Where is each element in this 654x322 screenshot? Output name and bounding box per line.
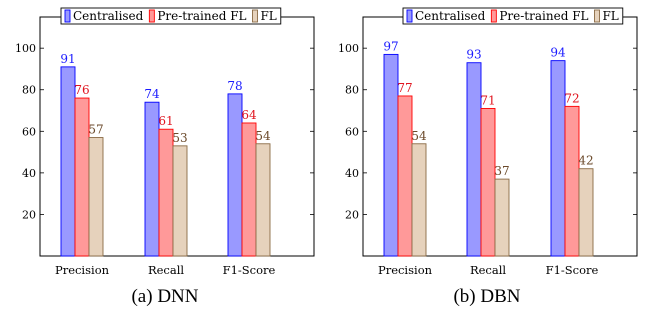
legend-swatch (406, 9, 413, 23)
legend-swatch (594, 9, 600, 23)
y-tick-label: 60 (345, 125, 359, 138)
x-tick-label: F1-Score (546, 263, 599, 277)
bar-value-label: 54 (255, 129, 271, 143)
bar-value-label: 74 (144, 87, 160, 101)
bar (255, 143, 271, 257)
bar-value-label: 54 (411, 129, 427, 143)
legend-swatch (490, 9, 497, 23)
y-tick-label: 80 (22, 84, 36, 97)
bar (227, 93, 243, 257)
legend-swatch (148, 9, 155, 23)
bar (158, 128, 174, 257)
x-tick-label: Precision (378, 263, 433, 277)
legend-label: Centralised (73, 9, 144, 23)
bar-value-label: 78 (227, 79, 242, 93)
caption-dbn: (b) DBN (453, 286, 521, 307)
bar-charts: 20 40 60 80 100 91 76 57 Precision 74 61 53 Recall 78… (15, 7, 638, 277)
bar-value-label: 91 (60, 52, 75, 66)
bar (397, 95, 413, 257)
legend-label: FL (260, 9, 276, 23)
x-tick-label: Recall (470, 263, 506, 277)
bar (578, 168, 594, 257)
bar-value-label: 57 (88, 123, 103, 137)
y-tick-label: 20 (22, 208, 36, 221)
bar-value-label: 77 (397, 81, 412, 95)
y-tick-label: 40 (345, 167, 359, 180)
bar-value-label: 72 (564, 91, 579, 105)
x-tick-label: Precision (55, 263, 110, 277)
chart-panel-1: 20 40 60 80 100 91 76 57 Precision 74 61 53 Recall 78… (15, 7, 315, 277)
legend-box (60, 7, 282, 25)
legend-label: Pre-trained FL (499, 9, 588, 23)
bar (466, 62, 482, 257)
bar (60, 66, 76, 257)
legend-swatch (64, 9, 71, 23)
legend-label: Centralised (415, 9, 486, 23)
bar-value-label: 93 (466, 48, 481, 62)
legend-swatch (252, 9, 258, 23)
bar-value-label: 53 (172, 131, 187, 145)
bar (241, 122, 257, 257)
bar (74, 97, 90, 257)
bar-value-label: 64 (241, 108, 257, 122)
bar (564, 105, 580, 257)
legend: Centralised Pre-trained FL FL (60, 7, 282, 25)
bar-value-label: 61 (158, 114, 173, 128)
chart-panel-2: 20 40 60 80 100 97 77 54 Precision 93 71 37 Recall 94… (338, 7, 638, 277)
y-tick-label: 60 (22, 125, 36, 138)
bar-value-label: 76 (74, 83, 89, 97)
bar (383, 53, 399, 257)
y-tick-label: 20 (345, 208, 359, 221)
legend-box (402, 7, 624, 25)
x-tick-label: F1-Score (223, 263, 276, 277)
bar (494, 178, 510, 257)
legend: Centralised Pre-trained FL FL (402, 7, 624, 25)
y-tick-label: 80 (345, 84, 359, 97)
bar (172, 145, 188, 257)
legend-label: FL (602, 9, 618, 23)
bar-value-label: 42 (578, 154, 593, 168)
bar (88, 137, 104, 257)
bar (411, 143, 427, 257)
bar-value-label: 37 (494, 164, 509, 178)
legend-label: Pre-trained FL (157, 9, 246, 23)
y-tick-label: 100 (338, 42, 359, 55)
bar (480, 107, 496, 257)
bar (144, 101, 160, 257)
bar-value-label: 94 (550, 46, 566, 60)
caption-dnn: (a) DNN (131, 286, 199, 307)
y-tick-label: 100 (15, 42, 36, 55)
x-tick-label: Recall (148, 263, 184, 277)
y-tick-label: 40 (22, 167, 36, 180)
bar-value-label: 71 (480, 93, 495, 107)
bar-value-label: 97 (383, 39, 398, 53)
bar (550, 60, 566, 257)
